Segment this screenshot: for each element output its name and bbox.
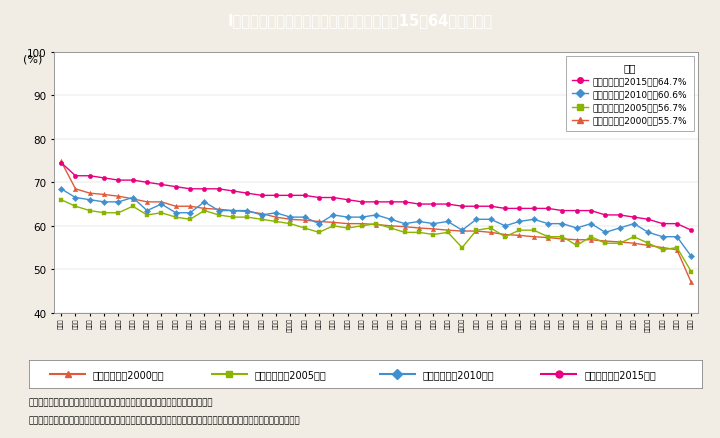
Text: 平成１７年（2005年）: 平成１７年（2005年） xyxy=(254,369,326,379)
Legend: 平成２７年（2015年）64.7%, 平成２２年（2010年）60.6%, 平成１７年（2005年）56.7%, 平成１２年（2000年）55.7%: 平成２７年（2015年）64.7%, 平成２２年（2010年）60.6%, 平成… xyxy=(566,57,694,132)
Text: (%): (%) xyxy=(23,55,42,65)
Text: 平成２７年（2015年）: 平成２７年（2015年） xyxy=(584,369,656,379)
Text: （備考）１．総務省「国勢調査」より作成。平成２７年は抽出速報集計の数値。: （備考）１．総務省「国勢調査」より作成。平成２７年は抽出速報集計の数値。 xyxy=(29,397,213,406)
Text: 平成２２年（2010年）: 平成２２年（2010年） xyxy=(423,369,494,379)
Text: 平成１２年（2000年）: 平成１２年（2000年） xyxy=(93,369,164,379)
Text: I－特－３図　都道府県別　女性の就業率（15～64歳）の推移: I－特－３図 都道府県別 女性の就業率（15～64歳）の推移 xyxy=(228,13,492,28)
Text: ２．平成１２，１７年は就業状態不詳を含む総数から，２２，２７年は不詳を除いた総数から就業率を算出。: ２．平成１２，１７年は就業状態不詳を含む総数から，２２，２７年は不詳を除いた総数… xyxy=(29,415,300,424)
